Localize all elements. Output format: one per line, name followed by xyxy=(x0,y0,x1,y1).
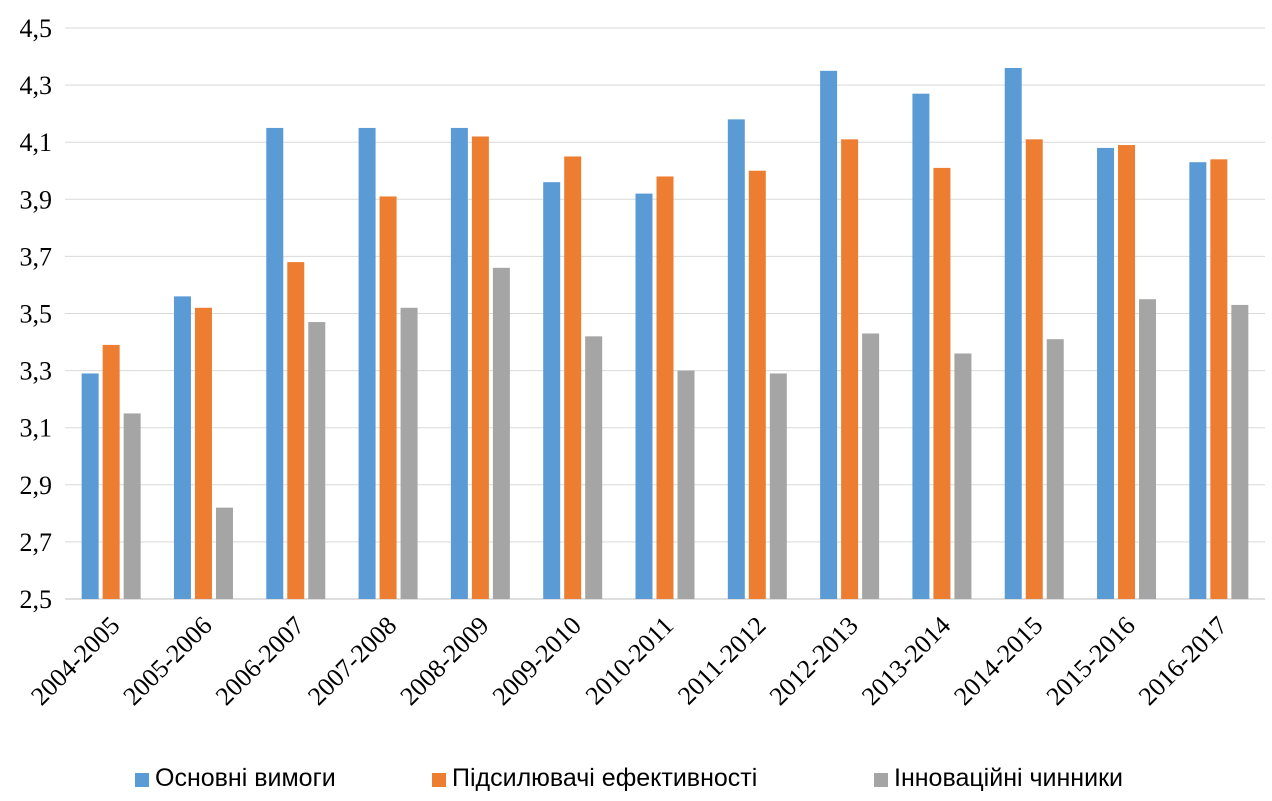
y-tick-label: 3,5 xyxy=(20,300,53,329)
bar xyxy=(635,193,653,599)
bar xyxy=(1231,304,1249,599)
y-tick-label: 3,3 xyxy=(20,357,53,386)
x-tick-label: 2014-2015 xyxy=(948,611,1048,711)
y-axis-ticks: 2,5 2,7 2,9 3,1 3,3 3,5 3,7 3,9 4,1 4,3 4,5 xyxy=(20,14,53,614)
bar xyxy=(471,136,489,600)
x-axis-ticks: 2004-20052005-20062006-20072007-20082008… xyxy=(25,611,1233,711)
bar xyxy=(492,267,510,599)
y-tick-label: 3,1 xyxy=(20,414,53,443)
x-tick-label: 2015-2016 xyxy=(1041,611,1141,711)
legend-swatch xyxy=(432,773,446,787)
bar xyxy=(123,413,141,599)
y-tick-label: 4,5 xyxy=(20,14,53,43)
x-tick-label: 2004-2005 xyxy=(25,611,125,711)
x-tick-label: 2011-2012 xyxy=(672,611,771,710)
bar xyxy=(1097,147,1115,599)
bar xyxy=(1025,139,1043,599)
bar xyxy=(748,170,766,599)
bar xyxy=(308,322,326,599)
bar xyxy=(215,507,233,599)
legend-swatch xyxy=(874,773,888,787)
bar xyxy=(266,127,284,600)
y-tick-label: 2,9 xyxy=(20,471,53,500)
bar xyxy=(450,127,468,600)
bar xyxy=(1004,67,1022,600)
bar xyxy=(81,373,99,599)
bar xyxy=(173,296,191,599)
y-tick-label: 3,9 xyxy=(20,185,53,214)
bar xyxy=(1046,339,1064,599)
bar xyxy=(656,176,674,599)
bar xyxy=(379,196,397,599)
bar xyxy=(912,93,930,599)
bar xyxy=(1139,299,1157,599)
legend-label: Підсилювачі ефективності xyxy=(452,764,757,792)
x-tick-label: 2005-2006 xyxy=(118,611,218,711)
bar xyxy=(1118,145,1136,599)
bar xyxy=(1210,159,1228,599)
bar xyxy=(727,119,745,600)
legend-label: Інноваційні чинники xyxy=(894,764,1123,792)
legend-swatch xyxy=(135,773,149,787)
y-tick-label: 3,7 xyxy=(20,242,53,271)
bar xyxy=(287,262,305,599)
bar xyxy=(400,307,418,599)
x-tick-label: 2006-2007 xyxy=(210,611,310,711)
bar xyxy=(102,344,120,599)
bar xyxy=(585,336,603,599)
x-tick-label: 2007-2008 xyxy=(302,611,402,711)
bar xyxy=(194,307,212,599)
y-tick-label: 4,3 xyxy=(20,71,53,100)
bar xyxy=(564,156,582,599)
x-tick-label: 2012-2013 xyxy=(764,611,864,711)
y-tick-label: 2,7 xyxy=(20,528,53,557)
x-tick-label: 2009-2010 xyxy=(487,611,587,711)
y-tick-label: 4,1 xyxy=(20,128,53,157)
bar xyxy=(543,182,561,600)
x-tick-label: 2008-2009 xyxy=(394,611,494,711)
bar xyxy=(358,127,376,600)
bar xyxy=(933,167,951,599)
bar xyxy=(862,333,880,599)
legend-label: Основні вимоги xyxy=(155,764,336,792)
bar xyxy=(954,353,972,599)
bar xyxy=(769,373,787,599)
bars xyxy=(81,67,1249,600)
bar xyxy=(841,139,859,599)
bar xyxy=(1189,162,1207,599)
x-tick-label: 2016-2017 xyxy=(1133,611,1233,711)
bar xyxy=(677,370,695,599)
x-tick-label: 2013-2014 xyxy=(856,611,956,711)
bar xyxy=(820,70,838,599)
x-tick-label: 2010-2011 xyxy=(580,611,679,710)
legend: Основні вимоги Підсилювачі ефективності Ін… xyxy=(135,764,1123,792)
y-tick-label: 2,5 xyxy=(20,585,53,614)
